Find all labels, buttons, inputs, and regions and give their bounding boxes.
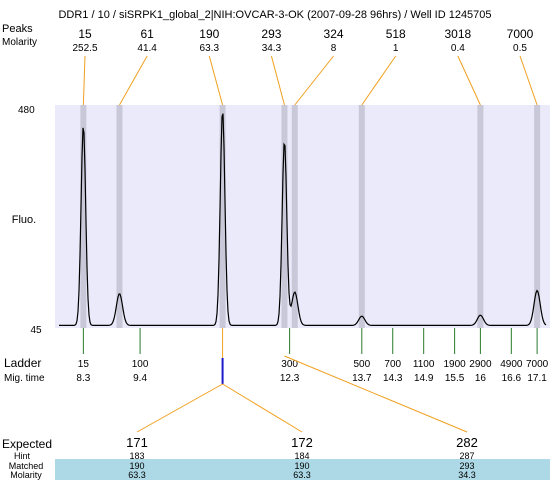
ladder-mig-label: 16: [475, 373, 487, 384]
peak-molarity-label: 1: [393, 43, 399, 54]
fluorescence-trace: [59, 113, 547, 326]
ladder-size-label: 2900: [469, 359, 492, 370]
peak-connector: [519, 55, 538, 106]
ladder-size-label: 300: [281, 359, 298, 370]
peak-connector: [294, 55, 334, 106]
ladder-size-label: 4900: [500, 359, 523, 370]
peaks-row-label: Peaks: [2, 23, 33, 35]
expected-hint: 184: [294, 451, 309, 461]
expected-label: Expected: [2, 437, 52, 451]
ladder-size-label: 7000: [526, 359, 549, 370]
peak-molarity-label: 8: [331, 43, 337, 54]
peak-size-label: 518: [386, 27, 406, 41]
expected-connectors: [136, 328, 468, 433]
peak-molarity-label: 0.4: [451, 43, 465, 54]
peak-connector: [361, 55, 397, 106]
peak-size-label: 3018: [445, 27, 472, 41]
peak-labels: 15 252.5 61 41.4 190 63.3 293 34.3 324 8 518 1 3018 0…: [72, 27, 533, 54]
peak-band: [80, 105, 87, 328]
plot-area: [55, 105, 550, 328]
peak-molarity-label: 0.5: [513, 43, 527, 54]
peak-size-label: 324: [324, 27, 344, 41]
ladder-mig-label: 14.3: [383, 373, 403, 384]
peak-size-label: 293: [261, 27, 281, 41]
expected-connector: [284, 355, 468, 433]
ladder-label: Ladder: [4, 356, 41, 370]
y-axis-label: Fluo.: [12, 214, 36, 226]
peak-connectors: [82, 55, 538, 106]
peak-size-label: 61: [140, 27, 154, 41]
matched-molarity-highlight: [55, 459, 550, 480]
peak-molarity-label: 252.5: [72, 43, 97, 54]
expected-value: 172: [291, 435, 313, 450]
ladder-markers: 15 8.3 100 9.4 300 12.3 500 13.7 700 14.3 1100 14.9…: [76, 328, 549, 384]
peak-connector: [457, 55, 481, 106]
ladder-size-label: 1900: [443, 359, 466, 370]
ladder-size-label: 15: [78, 359, 90, 370]
peak-band: [281, 105, 288, 328]
peak-band: [291, 105, 298, 328]
peak-connector: [208, 55, 224, 106]
peak-size-label: 15: [78, 27, 92, 41]
molarity-row-label: Molarity: [2, 37, 37, 48]
peak-bands: [80, 105, 541, 328]
ladder-mig-label: 13.7: [352, 373, 372, 384]
ladder-mig-label: 12.3: [280, 373, 300, 384]
expected-matched: 190: [129, 461, 144, 471]
mig-time-label: Mig. time: [4, 373, 45, 384]
peak-band: [358, 105, 365, 328]
ladder-mig-label: 17.1: [527, 373, 547, 384]
expected-hint: 183: [129, 451, 144, 461]
peak-connector: [270, 55, 285, 106]
expected-value: 282: [456, 435, 478, 450]
peak-band: [219, 105, 226, 328]
ladder-mig-label: 9.4: [133, 373, 147, 384]
ladder-mig-label: 15.5: [445, 373, 465, 384]
peak-band: [534, 105, 541, 328]
hint-label: Hint: [14, 451, 31, 461]
peak-size-label: 7000: [507, 27, 534, 41]
expected-connector: [222, 383, 303, 433]
peak-molarity-label: 63.3: [200, 43, 220, 54]
peak-connector: [82, 55, 86, 106]
ladder-mig-label: 8.3: [76, 373, 90, 384]
expected-molarity: 34.3: [458, 470, 476, 480]
chart-title: DDR1 / 10 / siSRPK1_global_2|NIH:OVCAR-3…: [58, 9, 491, 21]
ladder-mig-label: 14.9: [414, 373, 434, 384]
ladder-mig-label: 16.6: [502, 373, 522, 384]
expected-matched: 190: [294, 461, 309, 471]
y-tick-top: 480: [18, 105, 35, 116]
ladder-size-label: 100: [132, 359, 149, 370]
expected-value: 171: [126, 435, 148, 450]
peak-connector: [119, 55, 148, 106]
peak-band: [116, 105, 123, 328]
peak-molarity-label: 41.4: [137, 43, 157, 54]
expected-hint: 287: [459, 451, 474, 461]
expected-matched: 293: [459, 461, 474, 471]
matched-label: Matched: [9, 461, 44, 471]
expected-molarity: 63.3: [293, 470, 311, 480]
ladder-size-label: 500: [353, 359, 370, 370]
y-tick-bottom: 45: [30, 325, 42, 336]
ladder-size-label: 700: [384, 359, 401, 370]
molarity-label: Molarity: [10, 470, 42, 480]
expected-molarity: 63.3: [128, 470, 146, 480]
peak-band: [477, 105, 484, 328]
peak-size-label: 190: [199, 27, 219, 41]
peak-molarity-label: 34.3: [262, 43, 282, 54]
expected-connector: [136, 383, 223, 433]
ladder-size-label: 1100: [413, 359, 435, 370]
